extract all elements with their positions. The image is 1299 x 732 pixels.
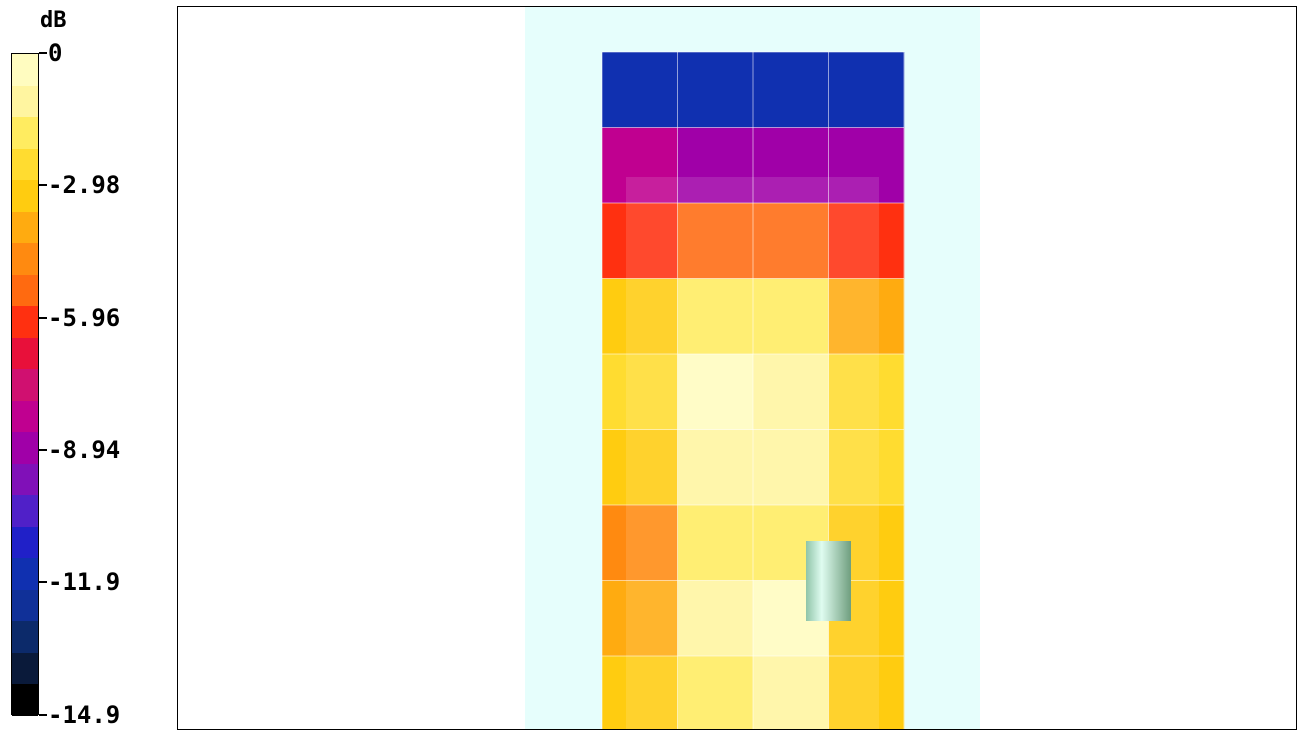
- heatmap-cell: [602, 52, 678, 128]
- heatmap-cell: [828, 656, 905, 729]
- heatmap-cell: [602, 580, 678, 657]
- colorbar-band: [12, 652, 38, 685]
- heatmap-cell: [677, 52, 754, 128]
- colorbar-band: [12, 148, 38, 181]
- heatmap-cell: [602, 203, 678, 279]
- colorbar-band: [12, 85, 38, 118]
- heatmap-cell: [677, 203, 754, 279]
- colorbar-band: [12, 243, 38, 276]
- heatmap-svg: [525, 7, 980, 729]
- colorbar-tick-label: -5.96: [48, 303, 121, 332]
- colorbar-band: [12, 369, 38, 402]
- colorbar-tick: [39, 449, 47, 452]
- colorbar-band: [12, 526, 38, 559]
- colorbar-tick-label: 0: [48, 39, 63, 67]
- heatmap-cell: [602, 354, 678, 430]
- heatmap-cell: [753, 278, 829, 355]
- heatmap-cell: [828, 429, 905, 506]
- colorbar: [11, 53, 39, 717]
- heatmap-cell: [828, 354, 905, 430]
- colorbar-band: [12, 211, 38, 244]
- colorbar-band: [12, 463, 38, 496]
- colorbar-band: [12, 54, 38, 87]
- colorbar-unit: dB: [40, 8, 67, 33]
- heatmap-cell: [677, 278, 754, 355]
- colorbar-band: [12, 621, 38, 654]
- colorbar-tick-label: -2.98: [48, 171, 121, 200]
- object-block: [806, 541, 851, 621]
- heatmap-cell: [677, 656, 754, 729]
- colorbar-tick: [39, 316, 47, 319]
- colorbar-band: [12, 400, 38, 433]
- heatmap-cell: [602, 429, 678, 506]
- heatmap-cell: [828, 278, 905, 355]
- heatmap-cell: [753, 354, 829, 430]
- colorbar-band: [12, 589, 38, 622]
- heatmap-cell: [753, 127, 829, 204]
- heatmap-cell: [677, 429, 754, 506]
- colorbar-tick-label: -11.9: [48, 567, 121, 596]
- colorbar-band: [12, 274, 38, 307]
- heatmap-cell: [677, 127, 754, 204]
- heatmap-cell: [753, 656, 829, 729]
- colorbar-band: [12, 684, 38, 717]
- colorbar-tick: [39, 52, 47, 54]
- heatmap-cell: [602, 656, 678, 729]
- heatmap-cell: [602, 127, 678, 204]
- plot-area: [177, 6, 1297, 730]
- colorbar-band: [12, 432, 38, 465]
- heatmap-cell: [677, 354, 754, 430]
- heatmap-cell: [602, 505, 678, 581]
- heatmap-cell: [677, 580, 754, 657]
- heatmap-cell: [828, 127, 905, 204]
- heatmap-cell: [753, 429, 829, 506]
- colorbar-tick: [39, 184, 47, 187]
- heatmap-cell: [753, 52, 829, 128]
- heatmap-cell: [753, 203, 829, 279]
- colorbar-band: [12, 180, 38, 213]
- colorbar-band: [12, 337, 38, 370]
- colorbar-band: [12, 558, 38, 591]
- heatmap-cell: [828, 52, 905, 128]
- colorbar-legend: dB 0 -2.98 -5.96 -8.94 -11.9 -14.9: [0, 0, 170, 732]
- colorbar-tick: [39, 714, 47, 716]
- heatmap-cell: [677, 505, 754, 581]
- heatmap-cell: [828, 203, 905, 279]
- colorbar-band: [12, 117, 38, 150]
- colorbar-tick-label: -8.94: [48, 436, 121, 465]
- colorbar-tick-label: -14.9: [48, 701, 121, 729]
- heatmap-cell: [602, 278, 678, 355]
- colorbar-band: [12, 306, 38, 339]
- colorbar-tick: [39, 580, 47, 583]
- colorbar-band: [12, 495, 38, 528]
